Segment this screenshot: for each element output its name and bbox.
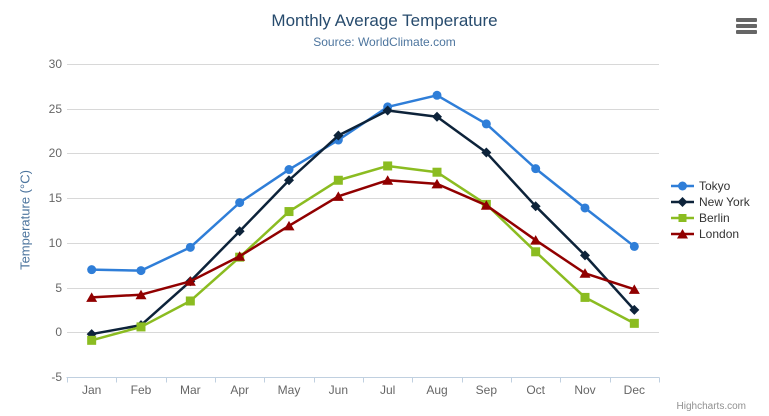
x-axis-label: Sep bbox=[475, 383, 498, 397]
series-marker-new-york-nov[interactable] bbox=[580, 250, 590, 261]
series-marker-tokyo-apr[interactable] bbox=[235, 198, 245, 208]
series-marker-new-york-apr[interactable] bbox=[234, 226, 245, 237]
series-line-new-york[interactable] bbox=[90, 109, 636, 336]
y-axis-label: 20 bbox=[48, 146, 62, 161]
series-marker-new-york-dec[interactable] bbox=[629, 304, 640, 315]
x-axis-label: Feb bbox=[130, 383, 152, 397]
series-marker-tokyo-may[interactable] bbox=[284, 165, 294, 175]
x-axis-label: Oct bbox=[526, 383, 545, 397]
series-marker-berlin-nov[interactable] bbox=[580, 292, 590, 302]
hamburger-menu-icon bbox=[736, 30, 757, 34]
legend-diamond-marker-icon bbox=[671, 197, 694, 207]
chart-title: Monthly Average Temperature bbox=[271, 11, 498, 30]
series-marker-berlin-dec[interactable] bbox=[629, 318, 639, 328]
x-axis-label: Dec bbox=[623, 383, 645, 397]
y-axis-label: 10 bbox=[48, 235, 62, 250]
legend-item-berlin[interactable]: Berlin bbox=[671, 210, 750, 226]
series-line-berlin[interactable] bbox=[90, 164, 636, 342]
series-marker-tokyo-jan[interactable] bbox=[87, 265, 97, 275]
series-marker-london-feb[interactable] bbox=[135, 289, 147, 300]
series-marker-new-york-sep[interactable] bbox=[481, 147, 492, 158]
legend-label: London bbox=[699, 227, 740, 241]
legend: Tokyo New York Berlin London bbox=[671, 178, 750, 242]
legend-label: Tokyo bbox=[699, 179, 731, 193]
legend-square-marker-icon bbox=[671, 214, 694, 222]
series-marker-tokyo-aug[interactable] bbox=[432, 90, 442, 100]
series-marker-berlin-jan[interactable] bbox=[87, 335, 97, 345]
legend-item-london[interactable]: London bbox=[671, 226, 750, 242]
series-marker-tokyo-dec[interactable] bbox=[629, 241, 639, 251]
series-marker-berlin-oct[interactable] bbox=[531, 247, 541, 257]
y-axis-label: 0 bbox=[55, 325, 62, 340]
legend-label: Berlin bbox=[699, 211, 730, 225]
series-marker-tokyo-feb[interactable] bbox=[136, 266, 146, 276]
series-marker-new-york-aug[interactable] bbox=[432, 111, 442, 122]
legend-label: New York bbox=[699, 195, 750, 209]
x-axis-label: Jul bbox=[379, 383, 396, 397]
legend-triangle-marker-icon bbox=[671, 229, 694, 239]
y-axis-label: 15 bbox=[48, 191, 62, 206]
series-marker-london-apr[interactable] bbox=[234, 251, 246, 261]
series-marker-london-jul[interactable] bbox=[382, 175, 394, 185]
series-marker-london-sep[interactable] bbox=[480, 200, 492, 210]
series-marker-berlin-aug[interactable] bbox=[432, 167, 442, 177]
series-marker-berlin-feb[interactable] bbox=[136, 322, 146, 332]
series-marker-tokyo-sep[interactable] bbox=[481, 119, 491, 129]
highcharts-credit-link[interactable]: Highcharts.com bbox=[676, 401, 746, 412]
series-line-tokyo[interactable] bbox=[90, 94, 636, 272]
x-axis-label: Jun bbox=[328, 383, 349, 397]
series-marker-new-york-may[interactable] bbox=[284, 175, 294, 186]
x-axis-label: May bbox=[277, 383, 301, 397]
y-axis-label: 30 bbox=[48, 57, 62, 71]
series-marker-london-may[interactable] bbox=[283, 220, 295, 231]
chart-subtitle: Source: WorldClimate.com bbox=[313, 35, 456, 49]
series-marker-london-jun[interactable] bbox=[332, 191, 344, 201]
x-axis-label: Mar bbox=[179, 383, 201, 397]
export-menu-button[interactable] bbox=[736, 18, 757, 34]
series-marker-london-oct[interactable] bbox=[530, 235, 542, 245]
series-marker-london-nov[interactable] bbox=[579, 268, 591, 278]
legend-circle-marker-icon bbox=[671, 181, 694, 191]
hamburger-menu-icon bbox=[736, 24, 757, 28]
y-axis-label: 5 bbox=[55, 280, 62, 295]
x-axis-label: Nov bbox=[574, 383, 596, 397]
y-axis-title: Temperature (°C) bbox=[17, 170, 33, 270]
series-marker-london-mar[interactable] bbox=[184, 276, 196, 286]
series-marker-tokyo-oct[interactable] bbox=[531, 164, 541, 174]
series-marker-london-dec[interactable] bbox=[628, 284, 640, 294]
series-marker-new-york-jun[interactable] bbox=[333, 130, 344, 141]
y-axis-label: -5 bbox=[51, 370, 62, 384]
hamburger-menu-icon bbox=[736, 18, 757, 22]
series-marker-london-jan[interactable] bbox=[86, 292, 98, 302]
series-marker-tokyo-nov[interactable] bbox=[580, 203, 590, 213]
series-marker-berlin-jun[interactable] bbox=[333, 175, 343, 185]
series-marker-tokyo-mar[interactable] bbox=[185, 242, 195, 252]
x-axis-label: Apr bbox=[230, 383, 249, 397]
series-marker-berlin-jul[interactable] bbox=[383, 161, 393, 171]
series-marker-berlin-may[interactable] bbox=[284, 207, 294, 217]
series-marker-new-york-jul[interactable] bbox=[382, 105, 393, 116]
legend-item-new-york[interactable]: New York bbox=[671, 194, 750, 210]
series-line-london[interactable] bbox=[90, 179, 636, 299]
y-axis-label: 25 bbox=[48, 101, 62, 116]
x-axis-label: Aug bbox=[426, 383, 448, 397]
legend-item-tokyo[interactable]: Tokyo bbox=[671, 178, 750, 194]
series-marker-berlin-mar[interactable] bbox=[185, 296, 195, 306]
series-marker-london-aug[interactable] bbox=[431, 178, 443, 189]
series-marker-new-york-oct[interactable] bbox=[530, 201, 541, 212]
x-axis-label: Jan bbox=[81, 383, 102, 397]
